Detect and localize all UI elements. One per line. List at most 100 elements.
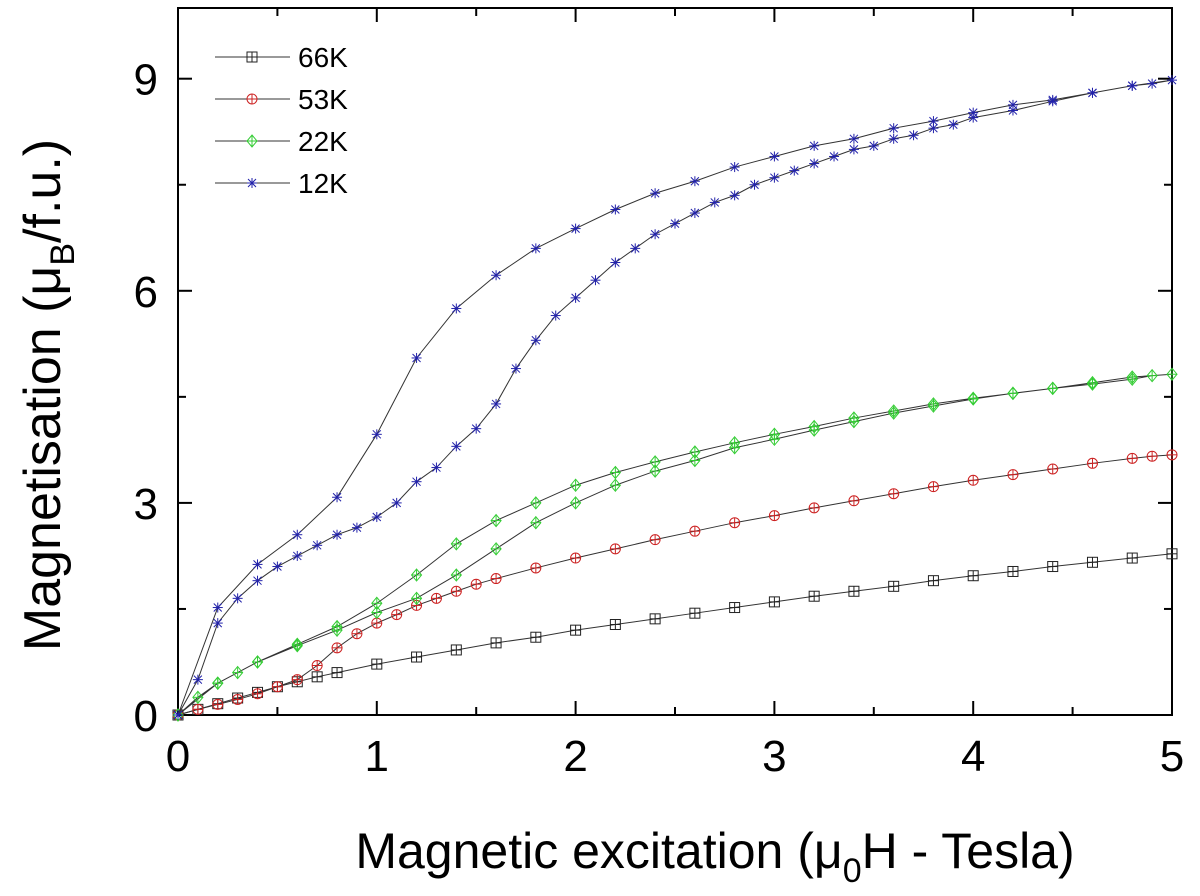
marker-stroke [372,512,382,522]
data-point [649,613,661,625]
marker-stroke [849,134,859,144]
data-point [1007,469,1019,481]
data-point [610,257,621,268]
marker-diamond [768,432,781,447]
marker-stroke [909,130,918,140]
data-point [968,107,979,118]
data-point [530,515,542,530]
data-point [808,419,820,434]
data-point [610,204,621,215]
data-point [1086,375,1099,390]
y-axis-label: Magnetisation (μB/f.u.) [14,139,82,651]
data-point [689,453,701,468]
y-tick-label: 6 [134,268,158,317]
marker-stroke [531,244,541,253]
data-point [1166,449,1178,461]
data-point [192,703,204,715]
marker-diamond [1047,381,1059,396]
marker-diamond [450,568,462,582]
data-point [650,229,661,240]
data-point [769,151,780,162]
marker-diamond [450,537,462,551]
data-point [1146,368,1158,383]
data-point [649,455,661,469]
data-point [530,631,542,643]
data-point [312,540,323,551]
data-point [491,270,502,281]
marker-stroke [650,229,660,239]
data-point [371,658,383,670]
legend-label: 22K [298,126,348,157]
data-point [231,665,244,680]
marker-stroke [571,293,580,303]
marker-stroke [432,463,441,472]
data-point [689,208,700,219]
marker-stroke [1147,79,1157,89]
data-point [1167,75,1177,86]
marker-diamond [246,134,258,148]
data-point [450,568,462,582]
marker-stroke [849,145,859,154]
marker-diamond [927,397,940,411]
marker-stroke [247,178,257,188]
data-point [1147,78,1158,89]
marker-stroke [611,205,620,214]
marker-stroke [869,141,879,151]
marker-diamond [1086,375,1099,390]
marker-stroke [551,311,561,320]
marker-stroke [451,441,461,451]
label-part: H - Tesla) [862,823,1075,879]
data-point [411,476,422,487]
marker-stroke [471,424,481,434]
data-point [371,617,383,629]
marker-stroke [1167,75,1177,85]
series-line [177,454,1173,716]
marker-diamond [172,708,184,722]
label-subscript: 0 [843,852,862,890]
marker-stroke [233,593,242,603]
data-point [927,481,939,493]
data-point [650,188,661,199]
marker-diamond [649,455,661,469]
data-point [809,158,820,169]
data-point [928,116,939,127]
data-point [1126,370,1138,384]
data-point [311,671,323,683]
data-point [1047,561,1059,573]
marker-diamond [251,655,264,669]
data-point [808,590,820,602]
data-point [570,552,582,564]
data-point [232,593,243,604]
label-subscript: B [44,243,82,266]
data-point [371,596,383,611]
marker-diamond [371,605,383,620]
legend-marker [246,51,258,63]
data-point [490,513,502,528]
data-point [351,522,362,533]
data-point [1007,565,1019,577]
marker-stroke [789,166,799,175]
marker-stroke [332,530,342,540]
y-tick-label: 3 [134,480,158,529]
data-point [1047,463,1059,475]
marker-stroke [571,224,580,233]
data-point [768,596,780,608]
legend-label: 53K [298,84,348,115]
marker-stroke [1127,81,1137,91]
marker-stroke [193,675,203,685]
data-point [311,660,323,672]
data-point [848,411,860,425]
data-point [609,478,622,493]
marker-diamond [808,419,820,434]
data-point [1086,556,1098,568]
x-tick-label: 1 [365,732,389,781]
marker-stroke [889,123,899,133]
data-point [430,592,442,604]
marker-diamond [291,638,303,653]
data-point [490,573,502,585]
data-point [888,404,900,418]
data-point [292,529,303,540]
marker-stroke [213,618,223,628]
marker-diamond [490,542,502,556]
